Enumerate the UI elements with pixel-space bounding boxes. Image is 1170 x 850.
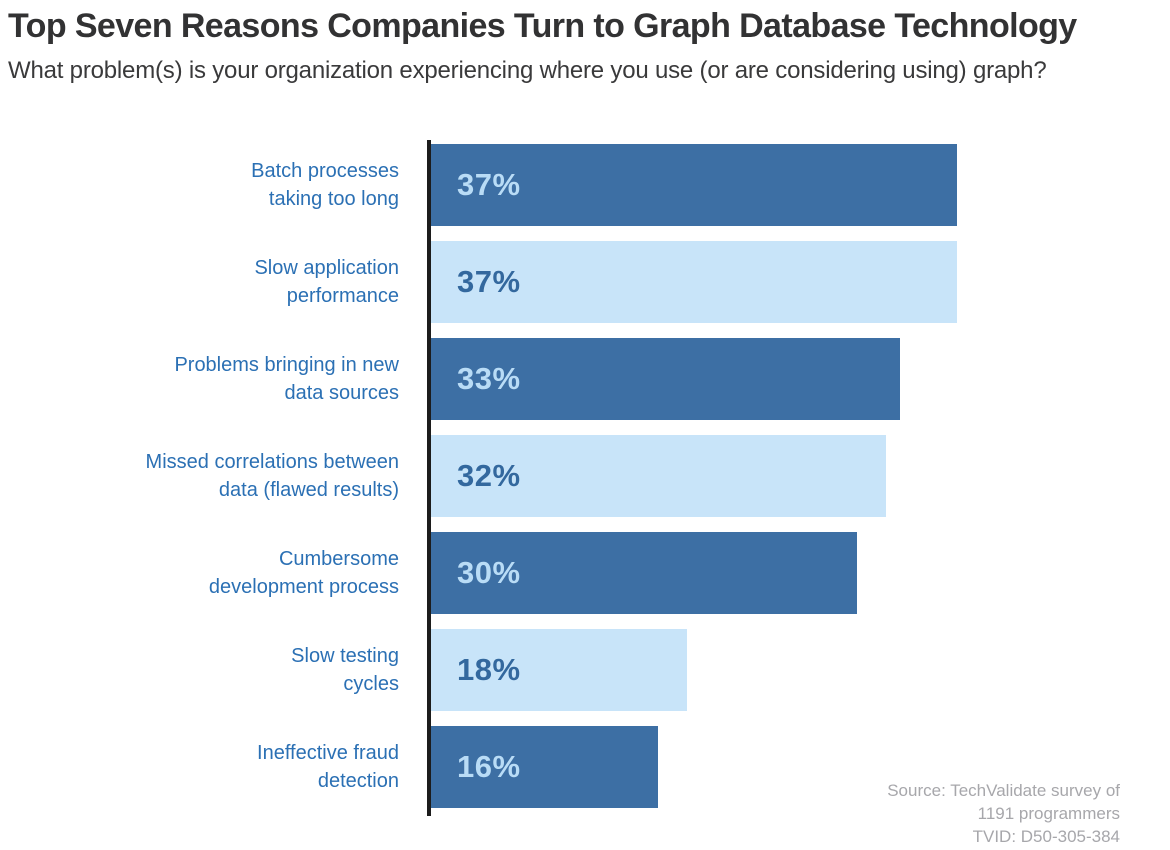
chart-row: Slow application performance 37%: [0, 241, 1170, 323]
bar: 30%: [431, 532, 858, 614]
value-label: 33%: [457, 361, 521, 396]
bar-track: 18%: [431, 629, 1170, 711]
source-attribution: Source: TechValidate survey of 1191 prog…: [887, 779, 1120, 848]
bar: 32%: [431, 435, 886, 517]
source-line: TVID: D50-305-384: [972, 827, 1120, 846]
bar-track: 16%: [431, 726, 1170, 808]
bar: 16%: [431, 726, 659, 808]
chart-subtitle: What problem(s) is your organization exp…: [8, 57, 1047, 84]
value-label: 18%: [457, 652, 521, 687]
value-label: 30%: [457, 555, 521, 590]
bar-track: 37%: [431, 241, 1170, 323]
bar: 33%: [431, 338, 900, 420]
chart-row: Ineffective fraud detection 16%: [0, 726, 1170, 808]
bar-track: 37%: [431, 144, 1170, 226]
chart-row: Batch processes taking too long 37%: [0, 144, 1170, 226]
source-line: 1191 programmers: [977, 804, 1120, 823]
category-label: Ineffective fraud detection: [257, 742, 399, 792]
category-label: Slow testing cycles: [291, 645, 399, 695]
bar-track: 33%: [431, 338, 1170, 420]
chart-row: Cumbersome development process 30%: [0, 532, 1170, 614]
category-label: Missed correlations between data (flawed…: [145, 451, 399, 501]
category-label: Slow application performance: [254, 257, 399, 307]
value-label: 32%: [457, 458, 521, 493]
bar-track: 32%: [431, 435, 1170, 517]
bar-track: 30%: [431, 532, 1170, 614]
category-label: Batch processes taking too long: [251, 160, 399, 210]
bar-chart: Batch processes taking too long 37% Slow…: [0, 140, 1170, 830]
bar: 18%: [431, 629, 687, 711]
value-label: 16%: [457, 749, 521, 784]
category-label: Problems bringing in new data sources: [174, 354, 399, 404]
value-label: 37%: [457, 264, 521, 299]
chart-header: Top Seven Reasons Companies Turn to Grap…: [8, 6, 1162, 86]
chart-row: Problems bringing in new data sources 33…: [0, 338, 1170, 420]
bar: 37%: [431, 144, 957, 226]
chart-row: Slow testing cycles 18%: [0, 629, 1170, 711]
category-label: Cumbersome development process: [208, 548, 399, 598]
bar: 37%: [431, 241, 957, 323]
y-axis-line: [427, 140, 431, 816]
chart-row: Missed correlations between data (flawed…: [0, 435, 1170, 517]
chart-title: Top Seven Reasons Companies Turn to Grap…: [8, 7, 1077, 45]
source-line: Source: TechValidate survey of: [887, 781, 1120, 800]
chart-rows: Batch processes taking too long 37% Slow…: [0, 144, 1170, 823]
value-label: 37%: [457, 167, 521, 202]
